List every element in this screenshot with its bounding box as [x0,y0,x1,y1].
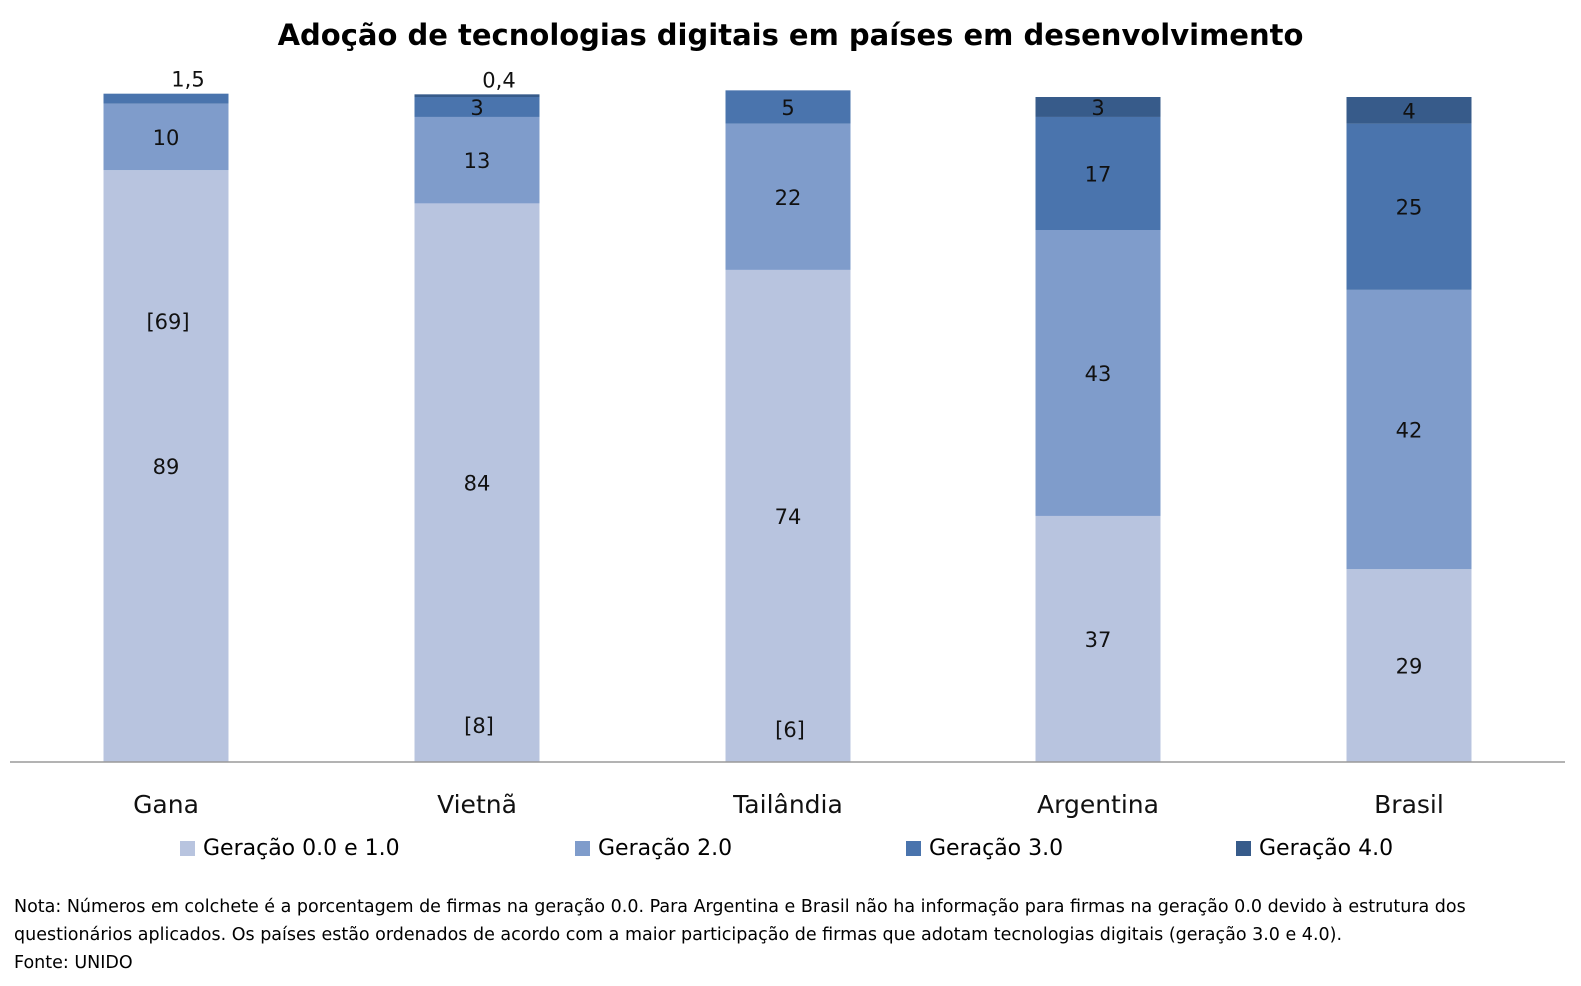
bar-segment-argentina-g3 [1035,116,1161,230]
footnote-note-line-2: questionários aplicados. Os países estão… [14,925,1343,945]
chart-plot: 89 10 1,5 Gana 84 13 3 0,4 Vietnã 74 22 5 Tailândia 3… [10,68,1565,819]
legend-label-g4: Geração 4.0 [1259,836,1394,861]
bracket-label-vietna: [8] [464,714,494,738]
category-label-argentina: Argentina [1037,790,1159,819]
data-label-tailandia-g3: 5 [781,96,794,120]
legend-item-g2: Geração 2.0 [575,836,732,861]
legend-swatch-g4 [1236,841,1251,856]
chart-legend: Geração 0.0 e 1.0 Geração 2.0 Geração 3.… [0,836,1581,868]
bar-segment-vietna-g3 [414,97,540,117]
bar-segment-argentina-g01 [1035,515,1161,762]
bracket-label-gana: [69] [146,310,189,334]
category-label-vietna: Vietnã [437,790,517,819]
data-label-gana-g3: 1,5 [171,68,204,92]
legend-swatch-g2 [575,841,590,856]
data-label-gana-g01: 89 [153,455,180,479]
data-label-gana-g2: 10 [153,126,180,150]
legend-item-g3: Geração 3.0 [906,836,1063,861]
bar-segment-gana-g01 [103,170,229,762]
bar-segment-brasil-g4 [1346,97,1472,124]
bar-segment-vietna-g2 [414,116,540,204]
bar-segment-tailandia-g01 [725,269,851,762]
category-label-brasil: Brasil [1374,790,1444,819]
legend-item-g01: Geração 0.0 e 1.0 [180,836,400,861]
data-label-tailandia-g01: 74 [775,505,802,529]
legend-item-g4: Geração 4.0 [1236,836,1393,861]
legend-label-g2: Geração 2.0 [598,836,733,861]
data-label-argentina-g3: 17 [1085,162,1112,186]
footnote-source: Fonte: UNIDO [14,953,133,973]
data-label-vietna-g4: 0,4 [482,68,515,92]
bar-segment-brasil-g2 [1346,289,1472,570]
data-label-brasil-g4: 4 [1402,99,1415,123]
bar-segment-brasil-g3 [1346,123,1472,290]
footnote: Nota: Números em colchete é a porcentage… [14,893,1569,977]
bar-segment-brasil-g01 [1346,569,1472,762]
category-label-gana: Gana [133,790,199,819]
data-label-vietna-g01: 84 [464,472,491,496]
category-label-tailandia: Tailândia [732,790,843,819]
data-label-tailandia-g2: 22 [775,186,802,210]
legend-swatch-g3 [906,841,921,856]
bar-segment-argentina-g4 [1035,97,1161,117]
chart-title: Adoção de tecnologias digitais em países… [277,18,1304,52]
legend-swatch-g01 [180,841,195,856]
bar-segment-argentina-g2 [1035,230,1161,516]
bar-segment-tailandia-g3 [725,90,851,124]
bracket-label-tailandia: [6] [775,718,805,742]
legend-label-g3: Geração 3.0 [929,836,1064,861]
data-label-brasil-g3: 25 [1396,196,1423,220]
bar-segment-gana-g3 [103,93,229,104]
bar-segment-tailandia-g2 [725,123,851,270]
bar-segment-vietna-g4 [414,94,540,97]
data-label-vietna-g3: 3 [470,96,483,120]
legend-label-g01: Geração 0.0 e 1.0 [203,836,400,861]
bar-segment-gana-g2 [103,103,229,171]
data-label-vietna-g2: 13 [464,149,491,173]
data-label-argentina-g01: 37 [1085,628,1112,652]
data-label-argentina-g4: 3 [1091,96,1104,120]
footnote-note-line-1: Nota: Números em colchete é a porcentage… [14,897,1466,917]
data-label-argentina-g2: 43 [1085,362,1112,386]
bar-segment-vietna-g01 [414,203,540,762]
data-label-brasil-g01: 29 [1396,655,1423,679]
data-label-brasil-g2: 42 [1396,419,1423,443]
